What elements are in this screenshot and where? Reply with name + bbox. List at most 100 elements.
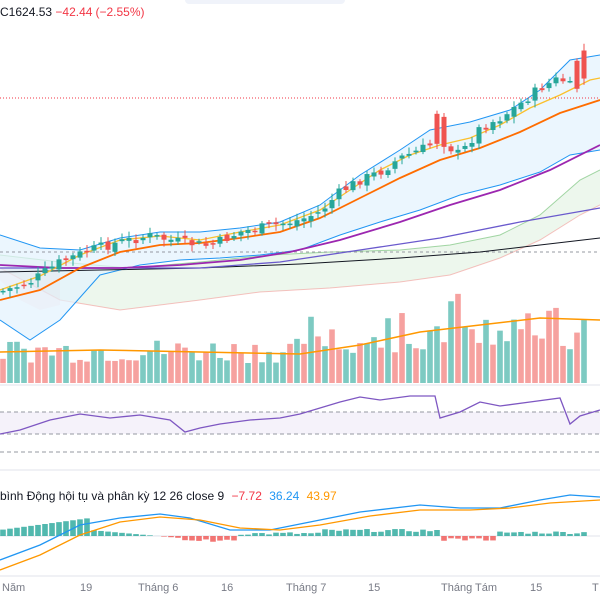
macd-histogram-bar	[14, 527, 20, 536]
macd-legend: bình Động hội tụ và phân kỳ 12 26 close …	[0, 489, 337, 503]
candle-body	[518, 102, 524, 110]
macd-histogram-bar	[560, 531, 566, 536]
volume-bar	[273, 362, 279, 383]
change-percent: (−2.55%)	[95, 5, 145, 19]
macd-histogram-bar	[308, 533, 314, 536]
macd-histogram-bar	[504, 532, 510, 536]
candle-body	[371, 172, 377, 177]
volume-bar	[42, 347, 48, 383]
macd-histogram-bar	[259, 533, 265, 536]
candle-body	[0, 290, 6, 293]
candle-body	[497, 121, 503, 124]
volume-bar	[420, 349, 426, 383]
macd-histogram-bar	[357, 529, 363, 536]
macd-histogram-bar	[84, 518, 90, 536]
candle-body	[49, 266, 55, 269]
price-legend: C1624.53 −42.44 (−2.55%)	[0, 5, 147, 19]
volume-bar	[112, 360, 118, 383]
volume-bar	[196, 360, 202, 383]
candle-body	[161, 234, 167, 240]
volume-bar	[84, 361, 90, 383]
volume-bar	[182, 347, 188, 383]
volume-bar	[238, 353, 244, 383]
volume-bar	[413, 348, 419, 383]
candle-body	[567, 81, 573, 83]
volume-bar	[392, 352, 398, 383]
candle-body	[378, 170, 384, 175]
macd-histogram-bar	[336, 530, 342, 536]
volume-bar	[7, 341, 13, 383]
candle-body	[196, 241, 202, 243]
candle-body	[238, 231, 244, 236]
macd-histogram-bar	[567, 533, 573, 536]
volume-bar	[329, 329, 335, 383]
close-label: C	[0, 5, 9, 19]
volume-bar	[364, 343, 370, 383]
macd-histogram-bar	[56, 522, 62, 536]
macd-histogram-bar	[532, 531, 538, 536]
macd-histogram-bar	[49, 523, 55, 536]
macd-histogram-bar	[413, 531, 419, 536]
candle-body	[364, 174, 370, 186]
macd-histogram-bar	[511, 532, 517, 536]
volume-bar	[385, 318, 391, 383]
macd-histogram-bar	[546, 533, 552, 536]
volume-bar	[350, 352, 356, 383]
candle-body	[126, 237, 132, 241]
candle-body	[210, 243, 216, 245]
macd-title: bình Động hội tụ và phân kỳ 12 26 close …	[0, 489, 225, 503]
macd-histogram-bar	[203, 536, 209, 540]
close-value: 1624.53	[8, 5, 53, 19]
volume-bar	[518, 329, 524, 383]
macd-histogram-bar	[112, 532, 118, 536]
volume-bar	[63, 345, 69, 383]
volume-ma-line	[0, 317, 600, 355]
volume-bar	[462, 326, 468, 383]
volume-bar	[490, 344, 496, 383]
macd-histogram-bar	[245, 534, 251, 536]
candle-body	[301, 218, 307, 222]
macd-histogram-bar	[238, 534, 244, 536]
macd-histogram-bar	[574, 533, 580, 536]
macd-histogram-bar	[147, 535, 153, 536]
candle-body	[308, 216, 314, 222]
volume-bar	[469, 329, 475, 383]
volume-bar	[266, 351, 272, 383]
macd-histogram-bar	[280, 532, 286, 536]
x-tick-label: 15	[368, 582, 381, 594]
volume-bar	[105, 360, 111, 383]
cloud-span-b	[0, 204, 600, 311]
macd-histogram-bar	[406, 531, 412, 536]
candle-body	[504, 114, 510, 121]
candle-body	[511, 106, 517, 117]
macd-histogram-bar	[189, 536, 195, 541]
macd-histogram-bar	[210, 536, 216, 542]
volume-bar	[574, 332, 580, 383]
macd-histogram-bar	[126, 533, 132, 536]
candle-body	[441, 116, 447, 147]
macd-histogram-bar	[364, 529, 370, 536]
volume-bar	[441, 342, 447, 383]
volume-bar	[203, 352, 209, 383]
candle-body	[350, 181, 356, 191]
macd-histogram-bar	[175, 536, 181, 538]
ma-mid-line	[0, 99, 600, 301]
candle-body	[154, 235, 160, 237]
candle-body	[420, 144, 426, 153]
candle-body	[322, 208, 328, 212]
macd-histogram-bar	[105, 531, 111, 536]
volume-bar	[399, 313, 405, 383]
volume-bar	[0, 358, 6, 383]
rsi-line	[0, 395, 600, 435]
candle-body	[119, 239, 125, 242]
candle-body	[217, 236, 223, 244]
candle-body	[147, 233, 153, 238]
macd-histogram-bar	[273, 532, 279, 536]
volume-bar	[252, 344, 258, 383]
macd-histogram-bar	[378, 531, 384, 536]
volume-bar	[406, 343, 412, 383]
macd-histogram-value: −7.72	[231, 489, 262, 503]
macd-histogram-bar	[182, 536, 188, 541]
macd-histogram-bar	[140, 534, 146, 536]
